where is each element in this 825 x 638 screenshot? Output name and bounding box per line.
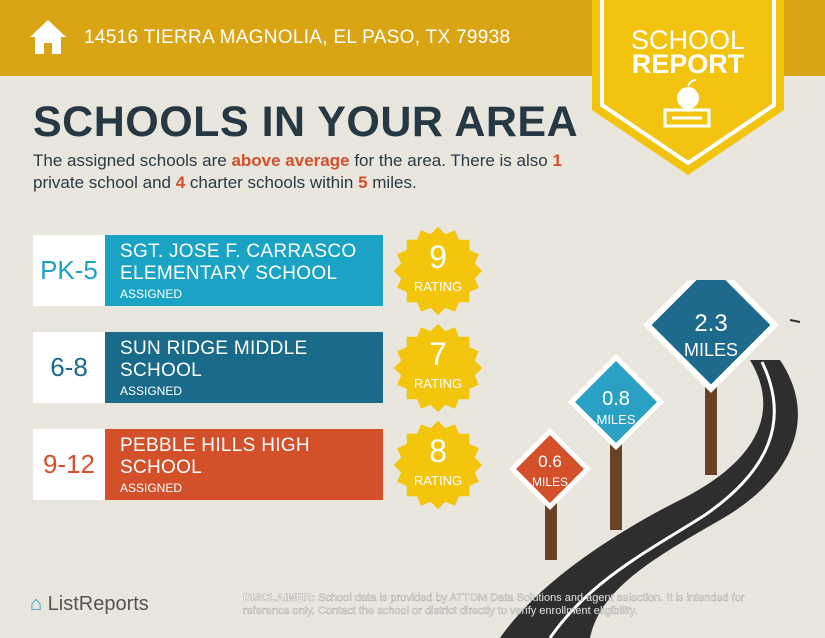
intro-text: The assigned schools are above average f…	[33, 151, 562, 192]
school-row: 9-12 PEBBLE HILLS HIGH SCHOOL ASSIGNED 8…	[33, 420, 483, 510]
school-band: SGT. JOSE F. CARRASCO ELEMENTARY SCHOOL …	[105, 235, 383, 306]
sign-pole	[705, 380, 717, 475]
page-title: SCHOOLS IN YOUR AREA	[33, 98, 579, 146]
distance-sign-0-8	[567, 353, 665, 451]
rating-value: 9	[429, 239, 447, 275]
sign-unit: MILES	[531, 475, 568, 489]
rating-label: RATING	[413, 279, 463, 294]
school-row: PK-5 SGT. JOSE F. CARRASCO ELEMENTARY SC…	[33, 226, 483, 316]
distance-sign-2-3	[643, 280, 779, 393]
badge-line2: REPORT	[631, 49, 745, 79]
assigned-label: ASSIGNED	[120, 287, 183, 301]
school-report-badge	[592, 0, 784, 175]
assigned-label: ASSIGNED	[120, 384, 183, 398]
school-band: SUN RIDGE MIDDLE SCHOOL ASSIGNED	[105, 332, 383, 403]
school-name: SGT. JOSE F. CARRASCO ELEMENTARY SCHOOL	[120, 241, 357, 284]
assigned-label: ASSIGNED	[120, 481, 183, 495]
grade-range: 6-8	[33, 332, 105, 403]
grade-range: PK-5	[33, 235, 105, 306]
listreports-logo: ⌂ ListReports	[30, 593, 149, 615]
sign-pole	[610, 440, 622, 530]
apple-on-book-icon	[663, 79, 711, 128]
sign-value: 0.8	[602, 388, 630, 410]
sign-value: 2.3	[694, 310, 728, 337]
home-icon	[30, 20, 66, 54]
school-band: PEBBLE HILLS HIGH SCHOOL ASSIGNED	[105, 429, 383, 500]
rating-seal-icon	[393, 226, 483, 316]
rating-label: RATING	[413, 376, 463, 391]
sign-unit: MILES	[683, 340, 739, 360]
sign-pole	[545, 500, 557, 560]
grade-range: 9-12	[33, 429, 105, 500]
rating-seal-icon	[393, 323, 483, 413]
property-address: 14516 TIERRA MAGNOLIA, EL PASO, TX 79938	[84, 27, 511, 48]
rating-label: RATING	[413, 473, 463, 488]
rating-seal-icon	[393, 420, 483, 510]
road-illustration	[500, 280, 801, 638]
sign-unit: MILES	[596, 412, 636, 427]
badge-line1: SCHOOL	[630, 25, 746, 55]
disclaimer: DISCLAIMER: School data is provided by A…	[243, 592, 745, 617]
school-name: PEBBLE HILLS HIGH SCHOOL	[120, 435, 310, 478]
school-name: SUN RIDGE MIDDLE SCHOOL	[120, 338, 308, 381]
rating-value: 8	[429, 433, 447, 469]
sign-value: 0.6	[538, 452, 562, 471]
school-row: 6-8 SUN RIDGE MIDDLE SCHOOL ASSIGNED 7 R…	[33, 323, 483, 413]
rating-value: 7	[429, 336, 447, 372]
